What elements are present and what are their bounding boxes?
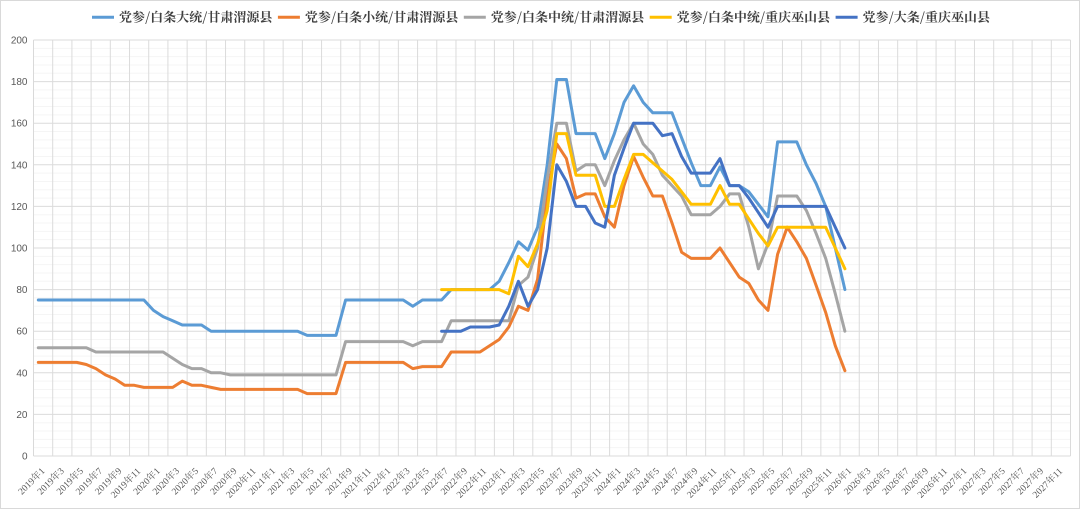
- svg-text:0: 0: [22, 452, 28, 463]
- svg-text:1: 1: [37, 466, 48, 477]
- svg-text:5: 5: [652, 466, 663, 477]
- svg-text:1: 1: [152, 466, 163, 477]
- svg-text:5: 5: [306, 466, 317, 477]
- svg-text:3: 3: [287, 466, 298, 477]
- svg-text:1: 1: [728, 466, 739, 477]
- svg-text:7: 7: [901, 466, 912, 477]
- svg-text:1: 1: [844, 466, 855, 477]
- svg-text:1: 1: [959, 466, 970, 477]
- svg-text:140: 140: [11, 160, 28, 171]
- svg-text:5: 5: [191, 466, 202, 477]
- svg-text:5: 5: [767, 466, 778, 477]
- svg-text:7: 7: [1016, 466, 1027, 477]
- svg-text:120: 120: [11, 202, 28, 213]
- svg-text:60: 60: [16, 327, 28, 338]
- svg-text:3: 3: [748, 466, 759, 477]
- svg-text:3: 3: [863, 466, 874, 477]
- svg-text:9: 9: [460, 466, 471, 477]
- svg-text:9: 9: [344, 466, 355, 477]
- svg-text:7: 7: [440, 466, 451, 477]
- svg-text:7: 7: [210, 466, 221, 477]
- svg-text:7: 7: [556, 466, 567, 477]
- svg-text:5: 5: [882, 466, 893, 477]
- svg-text:9: 9: [805, 466, 816, 477]
- svg-text:3: 3: [56, 466, 67, 477]
- svg-text:5: 5: [421, 466, 432, 477]
- svg-text:1: 1: [613, 466, 624, 477]
- svg-text:5: 5: [997, 466, 1008, 477]
- svg-text:1: 1: [498, 466, 509, 477]
- svg-text:100: 100: [11, 244, 28, 255]
- svg-text:80: 80: [16, 285, 28, 296]
- svg-text:200: 200: [11, 36, 28, 47]
- svg-text:160: 160: [11, 119, 28, 130]
- svg-text:9: 9: [1036, 466, 1047, 477]
- svg-text:1: 1: [383, 466, 394, 477]
- svg-text:3: 3: [632, 466, 643, 477]
- svg-text:1: 1: [267, 466, 278, 477]
- svg-text:180: 180: [11, 77, 28, 88]
- svg-text:3: 3: [517, 466, 528, 477]
- svg-text:9: 9: [920, 466, 931, 477]
- svg-text:3: 3: [171, 466, 182, 477]
- svg-text:9: 9: [229, 466, 240, 477]
- svg-text:40: 40: [16, 368, 28, 379]
- svg-text:7: 7: [786, 466, 797, 477]
- svg-text:5: 5: [536, 466, 547, 477]
- svg-text:9: 9: [114, 466, 125, 477]
- svg-text:3: 3: [402, 466, 413, 477]
- svg-text:9: 9: [575, 466, 586, 477]
- svg-text:7: 7: [671, 466, 682, 477]
- svg-text:7: 7: [325, 466, 336, 477]
- svg-text:9: 9: [690, 466, 701, 477]
- svg-text:5: 5: [75, 466, 86, 477]
- svg-text:7: 7: [95, 466, 106, 477]
- svg-text:20: 20: [16, 410, 28, 421]
- svg-text:3: 3: [978, 466, 989, 477]
